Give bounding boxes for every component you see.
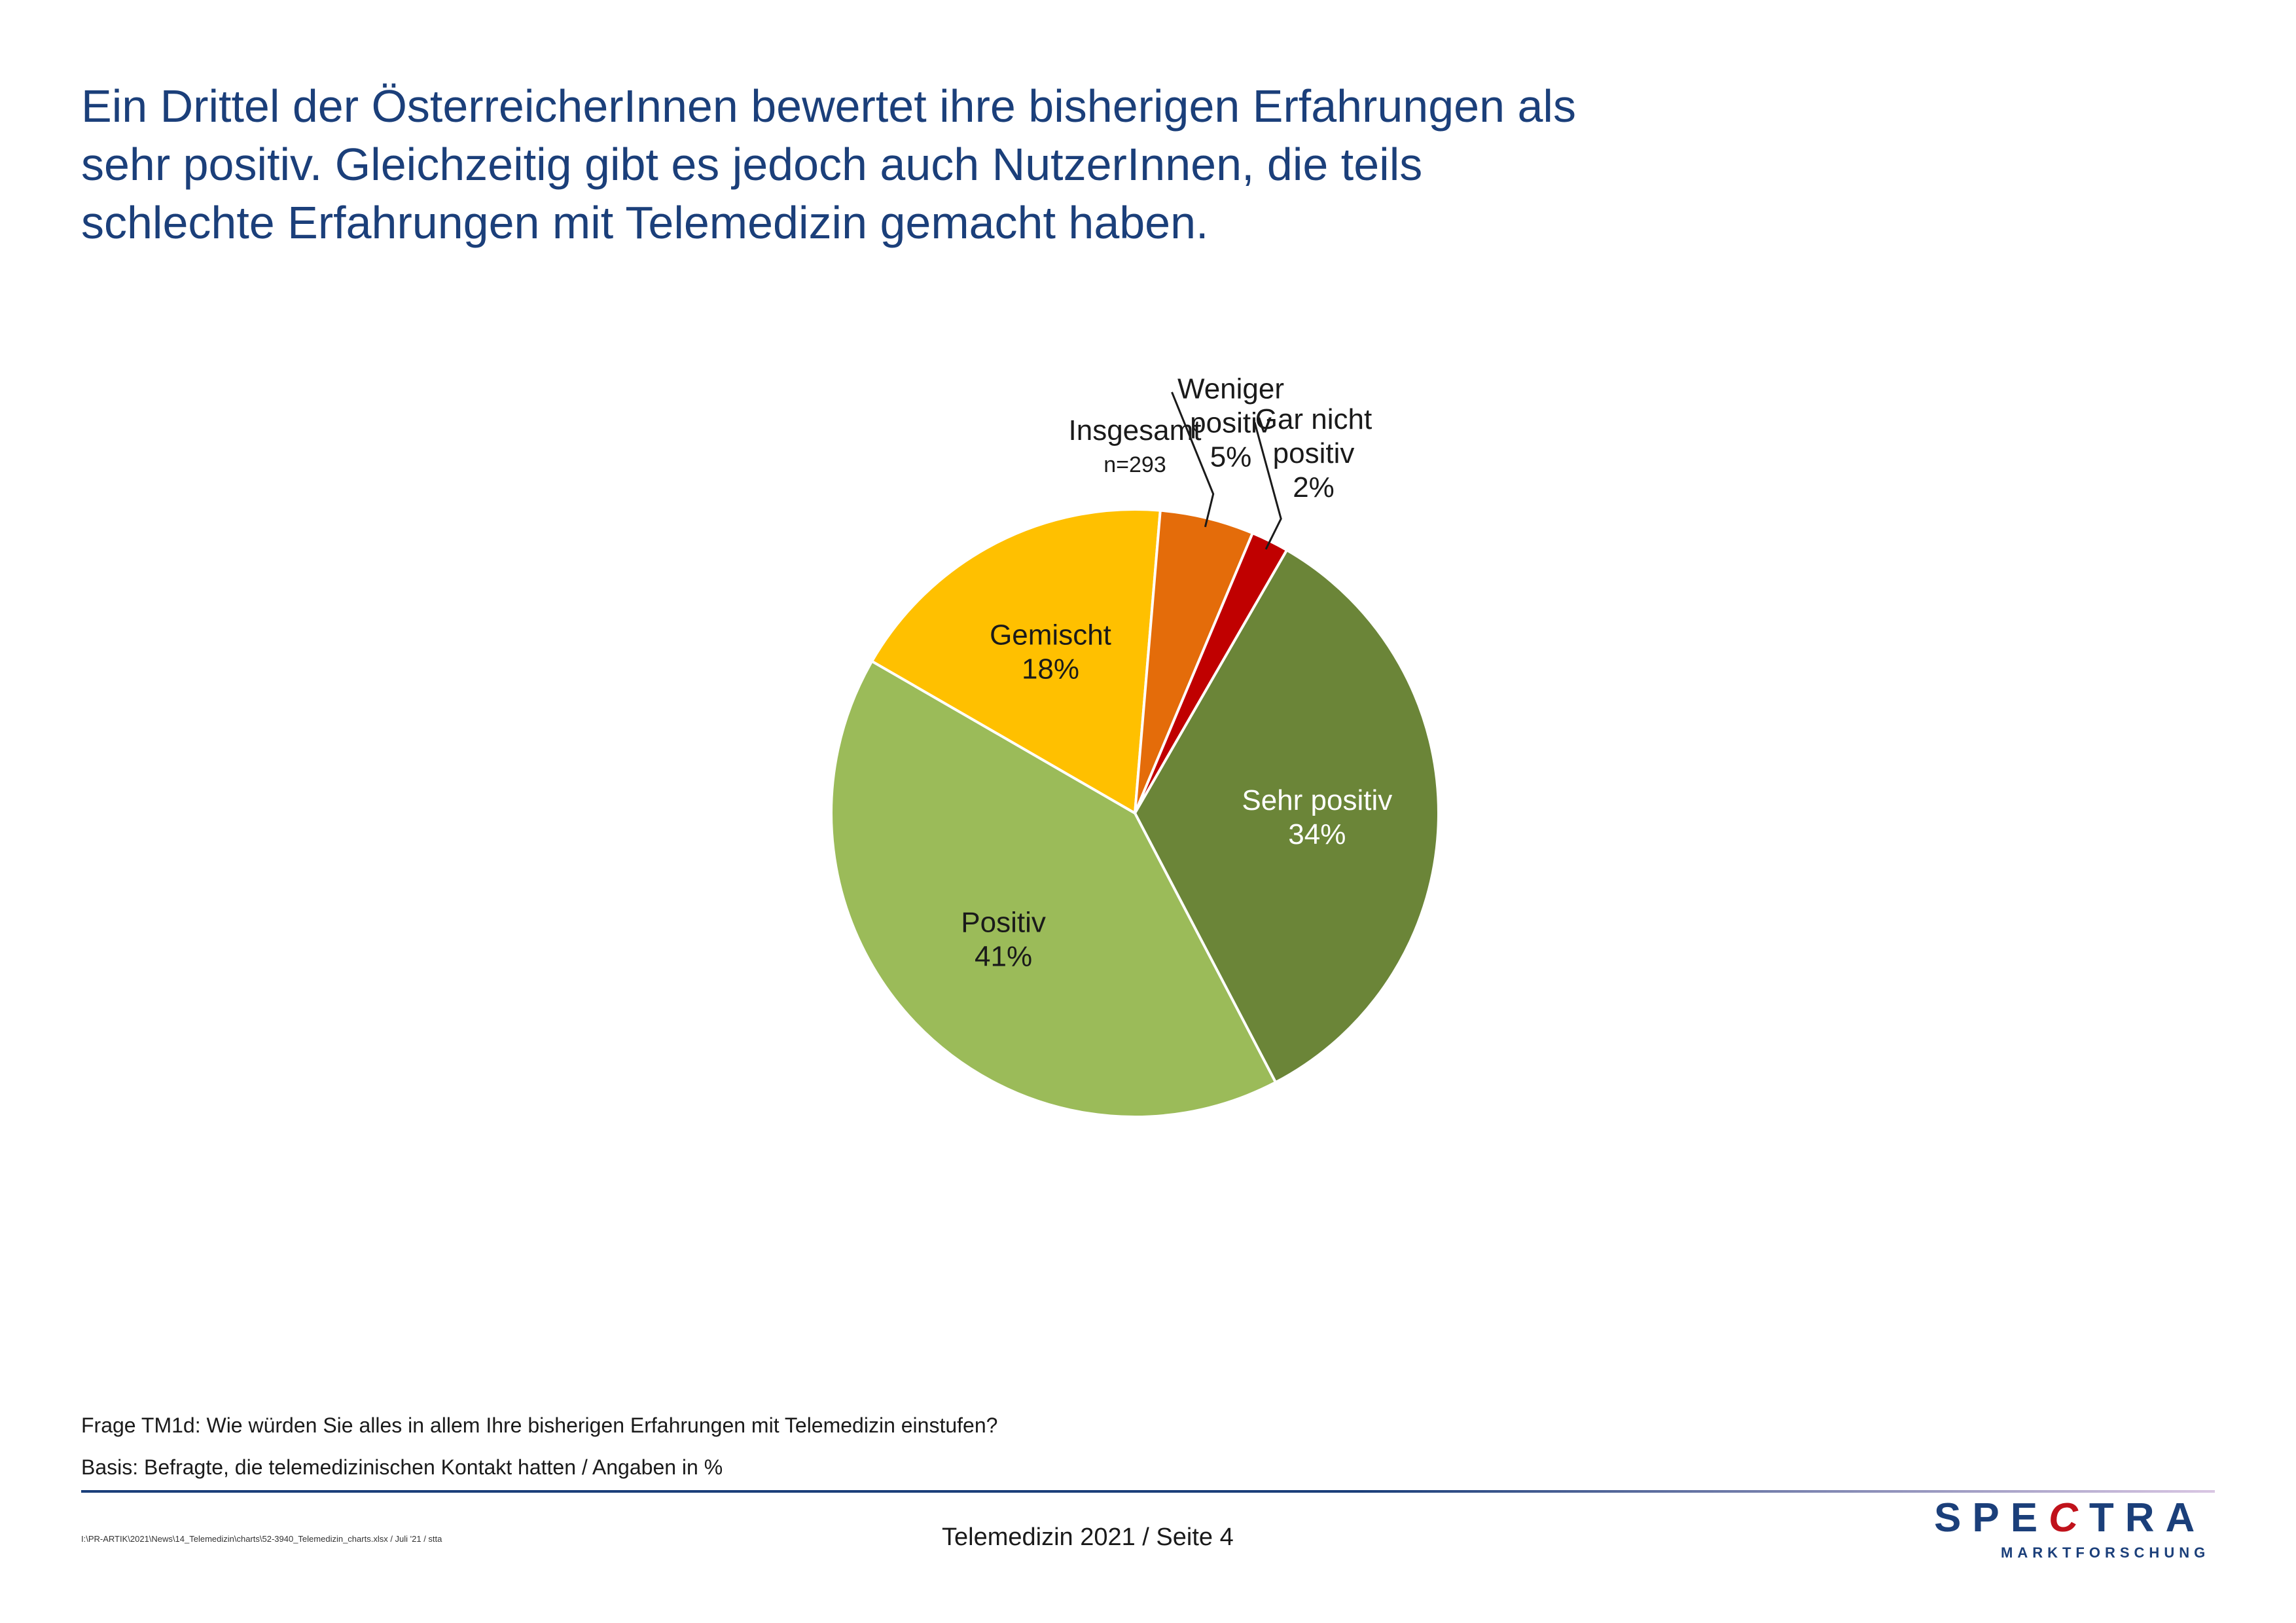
spectra-logo: SPECTRA MARKTFORSCHUNG xyxy=(1934,1495,2222,1573)
chart-sample-size: n=293 xyxy=(1103,452,1166,477)
leader-line-gar-nicht-positiv xyxy=(1253,422,1282,550)
pie-slices xyxy=(830,507,1440,1118)
logo-letter: C xyxy=(2049,1495,2089,1541)
page-title-line-3: schlechte Erfahrungen mit Telemedizin ge… xyxy=(81,197,1209,248)
chart-title: Insgesamt xyxy=(1069,414,1202,447)
page-title-line-2: sehr positiv. Gleichzeitig gibt es jedoc… xyxy=(81,139,1423,190)
slice-label-sehr-positiv: Sehr positiv 34% xyxy=(1242,784,1392,850)
slice-label-weniger-positiv: Weniger positiv 5% xyxy=(1177,373,1284,473)
slice-value-sehr-positiv: 34% xyxy=(1288,818,1346,850)
slice-label-gemischt: Gemischt 18% xyxy=(990,619,1111,685)
logo-letter: E xyxy=(2010,1495,2049,1541)
slice-name-sehr-positiv: Sehr positiv xyxy=(1242,784,1392,816)
logo-tagline: MARKTFORSCHUNG xyxy=(2001,1544,2210,1561)
slice-labels: Sehr positiv 34% Positiv 41% Gemischt 18% Weni… xyxy=(961,373,1392,973)
question-footnote: Frage TM1d: Wie würden Sie alles in alle… xyxy=(81,1413,998,1437)
leader-lines xyxy=(1171,392,1282,550)
page-title-line-1: Ein Drittel der ÖsterreicherInnen bewert… xyxy=(81,81,1576,132)
logo-letter: S xyxy=(1934,1495,1973,1541)
slice-value-positiv: 41% xyxy=(975,941,1032,973)
slice-name-weniger-positiv: positiv xyxy=(1190,407,1272,439)
slice-name-gemischt: Gemischt xyxy=(990,619,1111,651)
slice-value-gar-nicht-positiv: 2% xyxy=(1293,471,1335,503)
logo-letter: A xyxy=(2165,1495,2206,1541)
file-path: I:\PR-ARTIK\2021\News\14_Telemedizin\cha… xyxy=(81,1534,442,1544)
slice-value-weniger-positiv: 5% xyxy=(1210,441,1252,473)
leader-line-weniger-positiv xyxy=(1171,392,1215,528)
logo-letter: T xyxy=(2089,1495,2125,1541)
logo-wordmark: SPECTRA xyxy=(1934,1495,2206,1541)
slice-name-gar-nicht-positiv: Gar nicht xyxy=(1255,403,1372,435)
logo-letter: P xyxy=(1972,1495,2011,1541)
slice-label-gar-nicht-positiv: Gar nicht positiv 2% xyxy=(1255,403,1372,503)
pie-slice-positiv xyxy=(830,660,1277,1118)
basis-footnote: Basis: Befragte, die telemedizinischen K… xyxy=(81,1455,723,1479)
slice-name-positiv: Positiv xyxy=(961,907,1046,939)
footer-divider xyxy=(81,1490,2215,1493)
slice-name-weniger-positiv: Weniger xyxy=(1177,373,1284,405)
page-title: Ein Drittel der ÖsterreicherInnen bewert… xyxy=(81,77,1783,252)
slice-value-gemischt: 18% xyxy=(1022,653,1079,685)
logo-letter: R xyxy=(2125,1495,2166,1541)
pie-slice-gemischt xyxy=(870,507,1162,814)
slice-label-positiv: Positiv 41% xyxy=(961,907,1046,973)
slice-name-gar-nicht-positiv: positiv xyxy=(1273,437,1355,469)
page-number: Telemedizin 2021 / Seite 4 xyxy=(942,1523,1234,1551)
